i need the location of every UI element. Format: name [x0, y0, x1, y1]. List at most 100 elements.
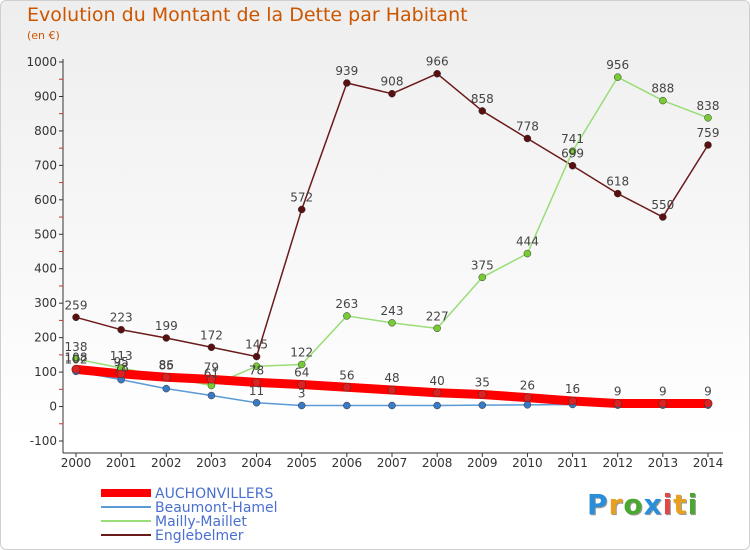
data-label: 223 [110, 311, 133, 325]
data-point [343, 312, 351, 320]
brand-letter: P [587, 488, 609, 521]
data-point [388, 89, 396, 98]
data-point [568, 396, 577, 406]
data-point [252, 362, 261, 370]
data-point [162, 334, 171, 342]
brand-letter: x [643, 488, 663, 521]
data-point [116, 369, 126, 379]
x-tick-label: 2002 [151, 456, 182, 470]
data-point [71, 365, 81, 374]
data-point [478, 390, 487, 399]
data-label: 243 [381, 304, 404, 318]
legend: AUCHONVILLERSBeaumont-HamelMailly-Maille… [101, 486, 278, 544]
data-point [342, 383, 352, 392]
y-tick-label: 700 [34, 158, 57, 172]
y-tick-label: 0 [49, 400, 57, 414]
legend-entry: AUCHONVILLERS [155, 486, 273, 502]
data-label: 618 [606, 175, 629, 189]
data-point [704, 141, 712, 149]
data-label: 9 [704, 384, 712, 398]
data-point [343, 401, 351, 410]
data-label: 108 [65, 350, 88, 364]
data-label: 741 [561, 132, 584, 146]
data-point [523, 401, 532, 409]
x-tick-label: 2013 [648, 456, 679, 470]
data-label: 550 [651, 198, 674, 212]
data-point [72, 355, 80, 363]
axes: -100 0 100 200 300 400 500 600 700 800 900 1000 2000… [26, 55, 723, 470]
y-tick-label: 500 [34, 227, 57, 241]
data-point [162, 373, 171, 382]
data-label: 908 [381, 75, 404, 89]
data-label: 956 [606, 58, 629, 72]
x-tick-label: 2000 [61, 456, 92, 470]
data-label: 778 [516, 119, 539, 133]
data-point [388, 401, 396, 410]
data-point [432, 388, 442, 398]
data-point [613, 189, 622, 198]
series-lines [71, 72, 713, 408]
data-label: 375 [471, 258, 494, 272]
data-label: 85 [159, 358, 174, 372]
data-label: 64 [294, 365, 309, 379]
data-label: 61 [204, 367, 219, 381]
data-point [523, 249, 532, 258]
data-point [659, 213, 667, 221]
data-label: 78 [114, 361, 129, 375]
x-tick-label: 2012 [602, 456, 633, 470]
data-label: 699 [561, 147, 584, 161]
data-label: 48 [384, 371, 399, 385]
data-label: 227 [426, 309, 449, 323]
data-point [72, 313, 80, 322]
data-label: 966 [426, 55, 449, 69]
data-label: 263 [335, 297, 358, 311]
legend-entry: Beaumont-Hamel [155, 500, 278, 516]
data-label: 888 [651, 82, 674, 96]
data-label: 26 [520, 379, 535, 393]
data-point [297, 401, 306, 410]
x-tick-label: 2014 [693, 456, 724, 470]
series-markers [71, 69, 713, 410]
brand-letter: i [687, 488, 699, 521]
data-point [659, 96, 667, 105]
data-point [252, 399, 261, 407]
x-tick-label: 2001 [106, 456, 137, 470]
data-point [658, 399, 668, 408]
x-tick-label: 2007 [377, 456, 408, 470]
y-tick-label: 400 [34, 262, 57, 276]
data-point [252, 378, 261, 387]
y-tick-label: 1000 [26, 55, 57, 69]
x-tick-label: 2003 [196, 456, 227, 470]
data-label: 259 [65, 298, 88, 312]
x-tick-label: 2008 [422, 456, 453, 470]
data-label: 759 [697, 126, 720, 140]
data-point [207, 343, 216, 352]
data-label: 16 [565, 382, 580, 396]
y-tick-label: 600 [34, 193, 57, 207]
data-point [613, 399, 622, 408]
data-label: 9 [614, 384, 622, 398]
y-tick-label: -100 [30, 434, 57, 448]
data-point [297, 360, 306, 369]
data-point [252, 352, 261, 361]
data-label: 858 [471, 92, 494, 106]
x-tick-label: 2006 [332, 456, 363, 470]
data-point [343, 79, 351, 87]
data-point [433, 324, 441, 333]
data-label: 95 [114, 355, 129, 369]
data-label: 172 [200, 328, 223, 342]
data-label: 838 [697, 99, 720, 113]
data-point [704, 114, 712, 122]
legend-entry: Mailly-Maillet [155, 514, 247, 530]
brand-letter: o [623, 488, 644, 521]
data-label: 79 [204, 360, 219, 374]
data-label: 3 [298, 387, 306, 401]
data-label: 9 [659, 384, 667, 398]
data-point [478, 401, 487, 409]
brand-logo: Proxiti [587, 488, 698, 521]
data-labels: 2592231991721455729399089668587786996185… [65, 55, 720, 401]
y-tick-label: 800 [34, 124, 57, 138]
data-point [207, 375, 216, 384]
